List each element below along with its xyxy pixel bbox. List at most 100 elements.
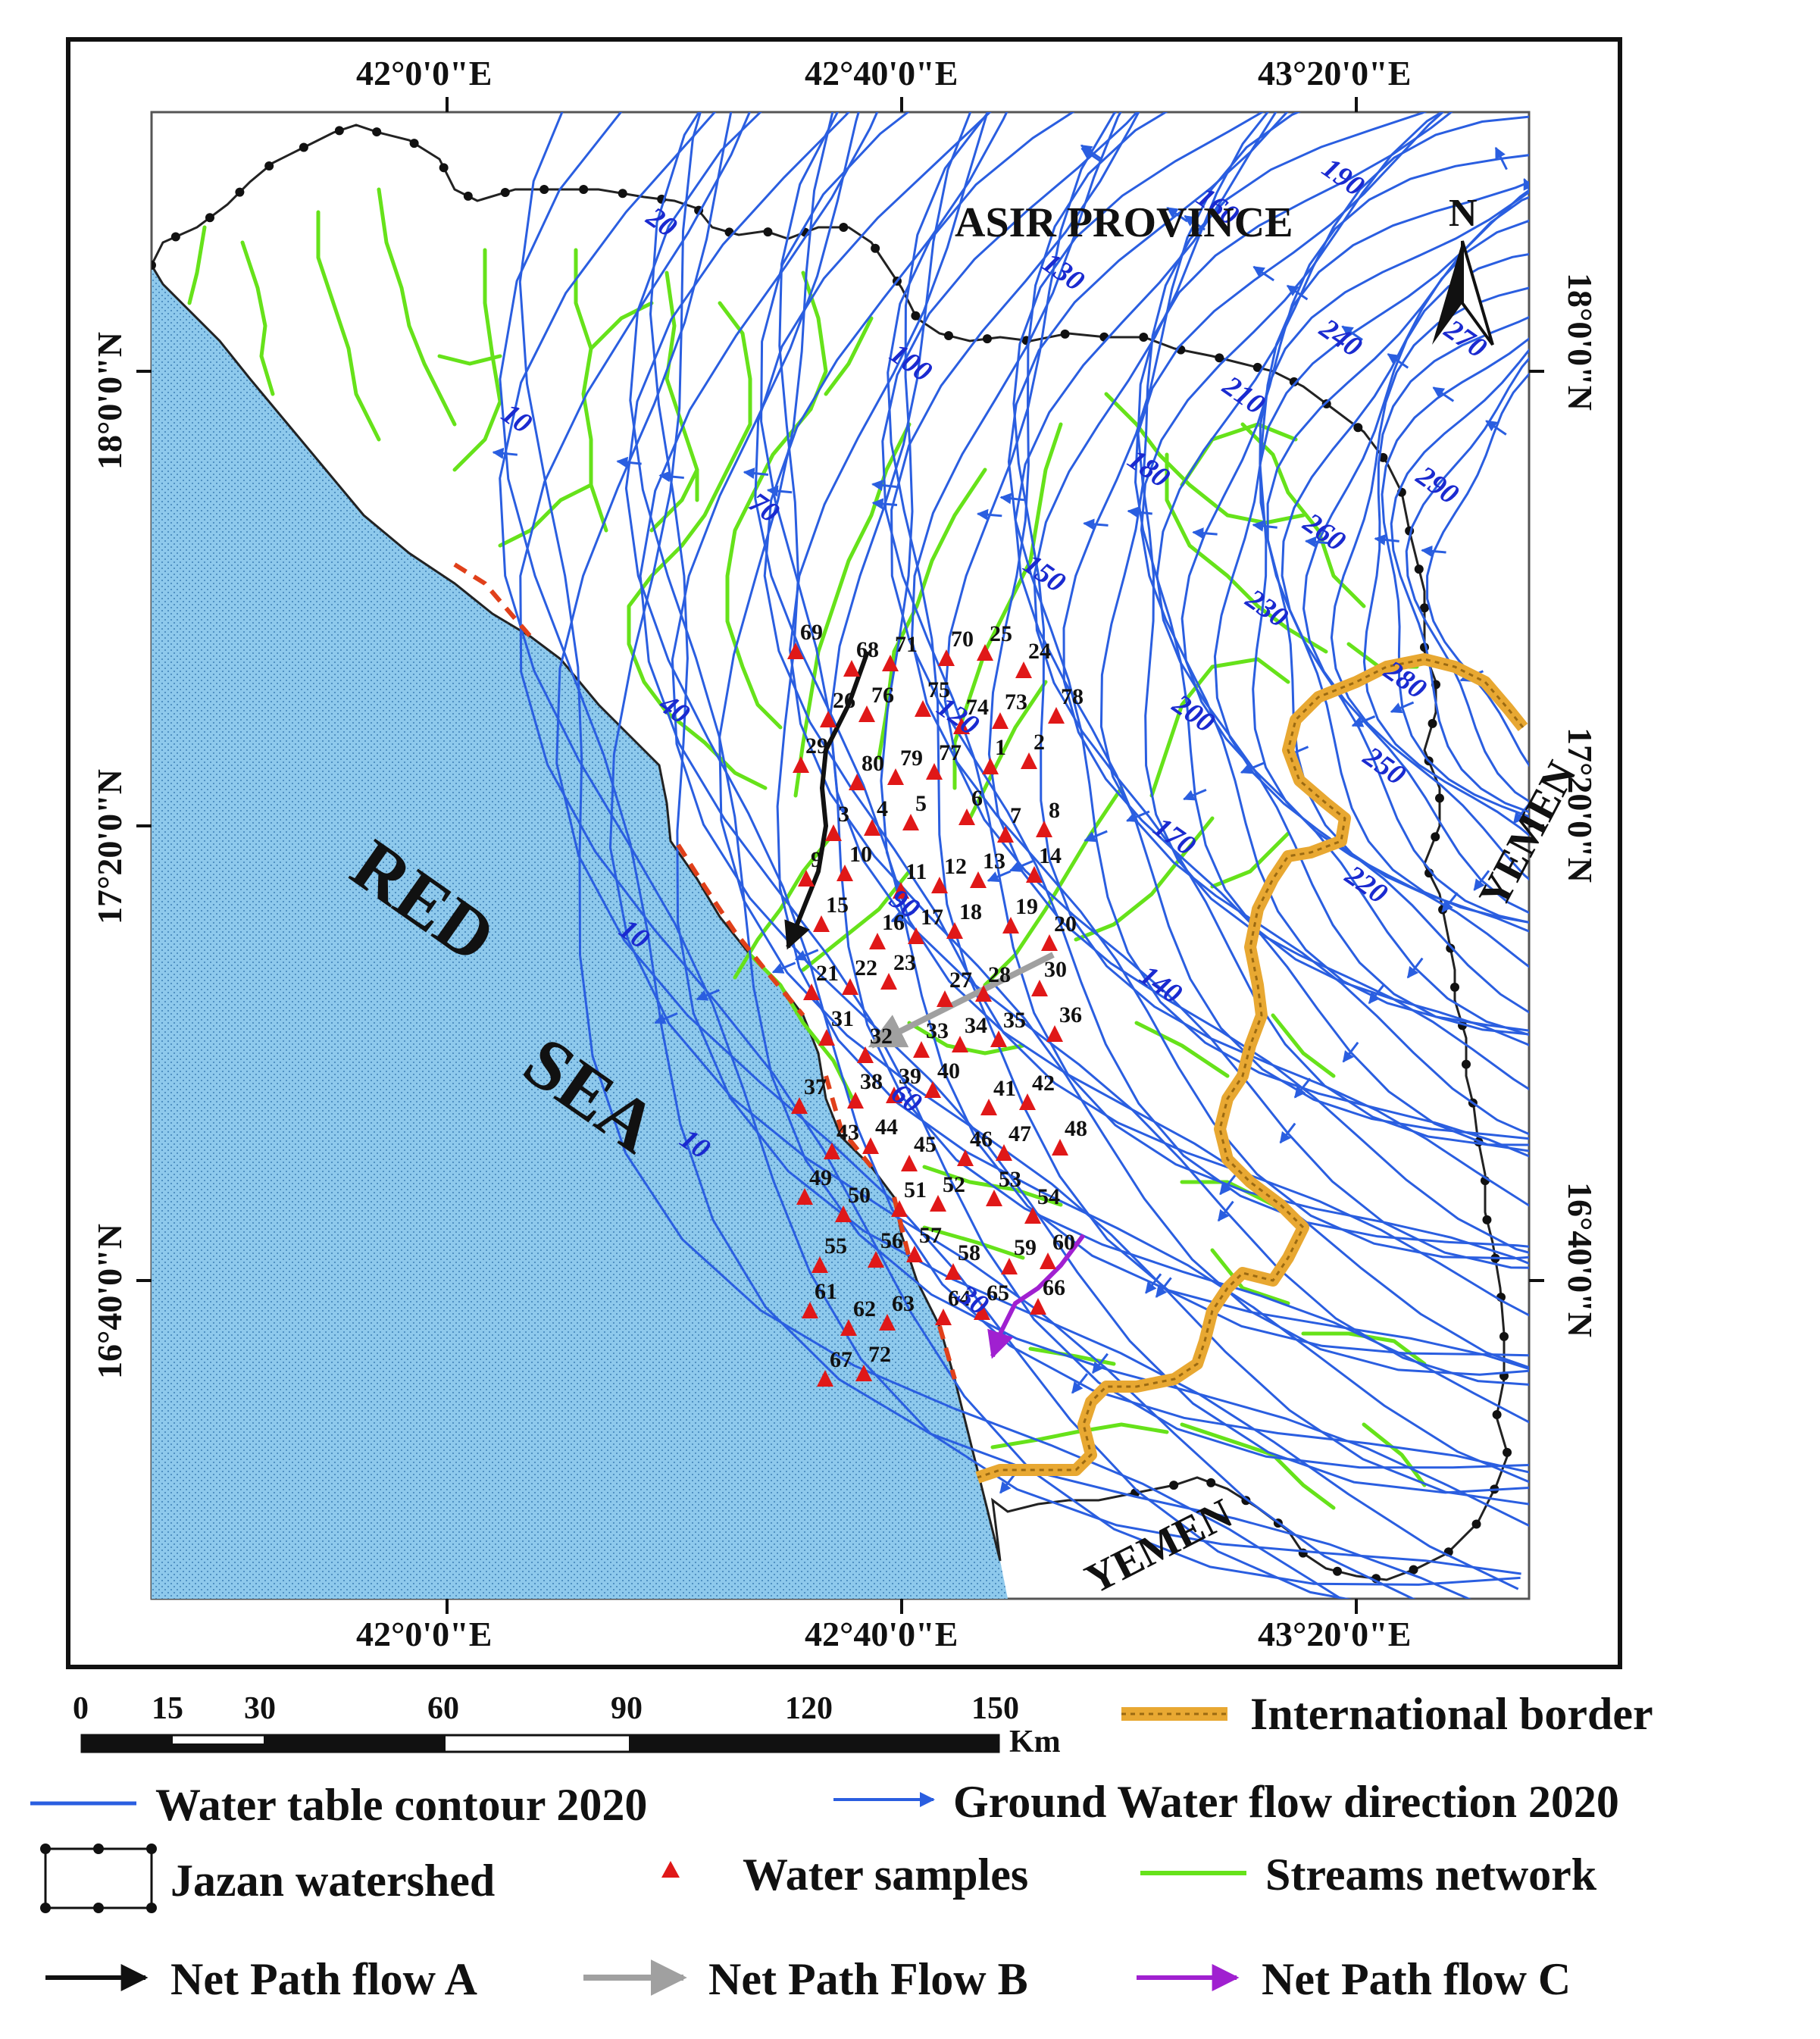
water-sample-label: 60 [1052, 1230, 1075, 1255]
groundwater-flow-arrows [492, 144, 1529, 1494]
flow-arrow [743, 468, 769, 480]
water-sample-label: 58 [958, 1240, 980, 1265]
flow-arrow [1183, 788, 1207, 801]
flow-arrow [976, 508, 1002, 521]
flow-arrow [1341, 325, 1363, 341]
flow-arrow [1080, 147, 1102, 164]
water-sample-label: 21 [816, 961, 839, 986]
contour-line [1033, 112, 1529, 1146]
contour-line [624, 112, 1529, 1474]
contour-line [1137, 112, 1529, 1091]
contour-line [1405, 357, 1529, 803]
legend-streams-network: Streams network [1140, 1850, 1597, 1900]
lat-right-label: 17°20'0"N [1561, 727, 1600, 883]
water-sample-marker [1021, 752, 1037, 769]
flow-arrow [1071, 1373, 1089, 1394]
water-sample-label: 49 [809, 1165, 832, 1190]
contour-line [887, 112, 1529, 1317]
flow-arrow [1083, 518, 1109, 530]
water-sample-label: 8 [1049, 798, 1060, 823]
lon-top-label: 42°40'0"E [805, 54, 958, 92]
flow-arrow [1091, 1353, 1109, 1374]
water-sample-label: 13 [983, 849, 1005, 874]
water-sample-label: 40 [937, 1059, 960, 1084]
water-sample-marker [787, 643, 804, 659]
contour-line [499, 112, 1521, 1575]
water-sample-label: 43 [837, 1120, 859, 1145]
water-sample-marker [937, 990, 953, 1007]
contour-line [776, 112, 1529, 1484]
water-sample-label: 41 [993, 1076, 1016, 1101]
water-sample-marker [992, 712, 1009, 729]
flow-arrow [1084, 830, 1108, 843]
flow-arrow [1166, 206, 1188, 223]
legend-label: Net Path Flow B [708, 1954, 1028, 2004]
water-sample-label: 37 [804, 1074, 827, 1099]
watershed-vertex [1435, 793, 1444, 803]
watershed-vertex [982, 334, 992, 344]
watershed-vertex [205, 213, 214, 223]
flow-arrow [1473, 870, 1490, 891]
water-sample-label: 15 [826, 893, 849, 918]
water-sample-label: 28 [988, 962, 1011, 987]
contour-line [1330, 286, 1529, 881]
water-sample-marker [886, 1087, 902, 1103]
flow-arrow [1342, 1041, 1359, 1063]
scale-tick: 60 [427, 1691, 459, 1726]
watershed-vertex [618, 189, 627, 199]
water-sample-marker [931, 877, 948, 893]
legend-water-samples: Water samples [661, 1850, 1028, 1900]
water-sample-label: 25 [990, 621, 1012, 646]
scale-bar: 0 15 30 60 90 120 150 Km [73, 1691, 1061, 1759]
water-sample-label: 19 [1015, 894, 1038, 919]
water-sample-marker [901, 1155, 918, 1171]
water-sample-label: 31 [831, 1006, 854, 1031]
water-sample-label: 7 [1010, 803, 1021, 828]
contour-line [1140, 112, 1529, 1032]
lon-top-label: 42°0'0"E [356, 54, 492, 92]
water-sample-label: 66 [1043, 1275, 1065, 1300]
water-sample-label: 5 [915, 791, 927, 816]
water-sample-label: 74 [966, 695, 989, 720]
water-sample-marker [882, 655, 899, 671]
water-sample-label: 76 [871, 683, 894, 708]
water-sample-label: 22 [855, 955, 877, 980]
water-sample-label: 67 [830, 1347, 852, 1372]
water-sample-marker [849, 774, 865, 790]
water-sample-marker [1024, 1207, 1041, 1224]
watershed-vertex [1431, 832, 1440, 842]
scale-tick: 30 [244, 1691, 276, 1726]
water-sample-label: 35 [1003, 1008, 1026, 1033]
water-sample-label: 12 [944, 854, 967, 879]
flow-arrow [1406, 957, 1424, 979]
contour-line [789, 112, 1529, 1376]
water-sample-label: 73 [1005, 690, 1027, 715]
legend-label: Net Path flow A [170, 1954, 477, 2004]
flow-arrow [1252, 520, 1277, 532]
asir-province-label: ASIR PROVINCE [955, 199, 1293, 246]
water-sample-marker [864, 819, 880, 836]
water-table-contours [499, 112, 1529, 1599]
flow-arrow [1252, 265, 1275, 282]
watershed-vertex [1169, 1481, 1179, 1490]
legend-net-path-c: Net Path flow C [1137, 1954, 1571, 2004]
water-sample-label: 64 [948, 1286, 971, 1311]
water-sample-marker [1002, 917, 1019, 933]
water-sample-marker [977, 644, 993, 661]
water-sample-label: 45 [914, 1132, 937, 1157]
water-sample-marker [855, 1365, 872, 1381]
flow-arrow [999, 1473, 1017, 1494]
water-sample-marker [946, 922, 963, 939]
water-sample-marker [957, 1149, 974, 1166]
water-sample-marker [930, 1195, 946, 1212]
water-sample-label: 4 [877, 796, 888, 821]
legend-water-table-contour: Water table contour 2020 [30, 1780, 647, 1830]
flow-arrow [794, 949, 819, 961]
water-sample-marker [887, 768, 904, 785]
water-sample-label: 70 [951, 627, 974, 652]
water-sample-label: 59 [1014, 1235, 1037, 1260]
flow-arrow [1387, 353, 1409, 369]
legend-net-path-b: Net Path Flow B [583, 1954, 1028, 2004]
